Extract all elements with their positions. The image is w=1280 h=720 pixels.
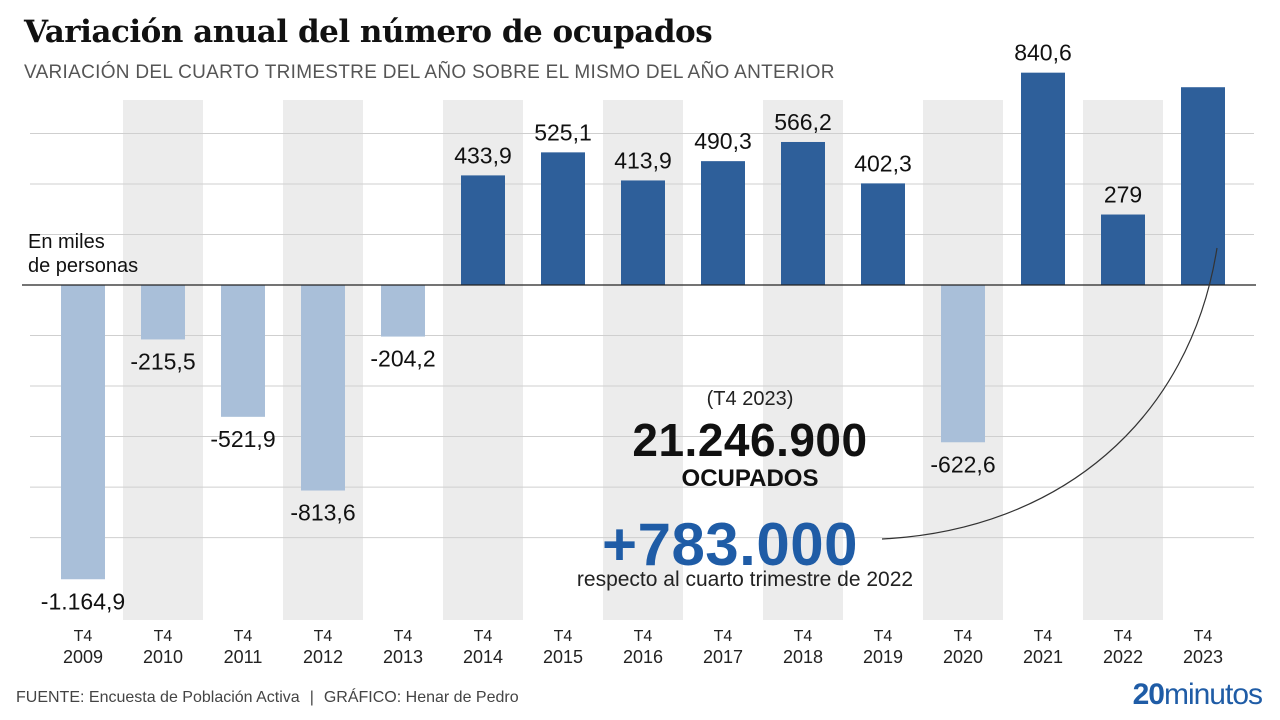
x-tick-label-quarter: T4 [634, 628, 653, 645]
x-tick-label-quarter: T4 [234, 628, 253, 645]
x-tick-label-quarter: T4 [954, 628, 973, 645]
footer-credit: GRÁFICO: Henar de Pedro [323, 689, 519, 706]
chart-subtitle: VARIACIÓN DEL CUARTO TRIMESTRE DEL AÑO S… [24, 62, 835, 83]
x-tick-label-year: 2023 [1183, 647, 1223, 667]
callout-change: +783.000 [602, 511, 858, 578]
bar [1181, 87, 1225, 285]
data-label: 279 [1104, 182, 1142, 208]
data-label: -215,5 [130, 348, 195, 374]
data-label: -813,6 [290, 500, 355, 526]
unit-note-line-2: de personas [28, 255, 139, 277]
bar [301, 285, 345, 491]
x-tick-label-quarter: T4 [74, 628, 93, 645]
bar [1101, 214, 1145, 285]
data-label: 566,2 [774, 109, 832, 135]
x-tick-label-year: 2014 [463, 647, 503, 667]
x-tick-label-year: 2021 [1023, 647, 1063, 667]
x-tick-label-year: 2012 [303, 647, 343, 667]
unit-note: En miles de personas [28, 230, 138, 278]
callout-connector-line [881, 247, 1218, 540]
column-band [1083, 100, 1163, 620]
bar [141, 285, 185, 340]
bar [861, 183, 905, 285]
data-label: 490,3 [694, 128, 752, 154]
x-tick-label-year: 2017 [703, 647, 743, 667]
bar [781, 141, 825, 285]
footer-source: FUENTE: Encuesta de Población Activa [16, 689, 300, 706]
x-tick-label-quarter: T4 [1194, 628, 1213, 645]
data-label: 525,1 [534, 119, 592, 145]
x-tick-label-quarter: T4 [474, 628, 493, 645]
bar [541, 152, 585, 285]
logo-word: minutos [1163, 678, 1263, 711]
data-label: -204,2 [370, 346, 435, 372]
x-tick-label-year: 2020 [943, 647, 983, 667]
data-label: -1.164,9 [41, 588, 125, 614]
x-tick-label-quarter: T4 [874, 628, 893, 645]
x-tick-label-year: 2015 [543, 647, 583, 667]
x-tick-label-year: 2013 [383, 647, 423, 667]
data-label: -622,6 [930, 451, 995, 477]
callout-total: 21.246.900 [632, 414, 868, 466]
x-tick-label-year: 2011 [224, 647, 263, 667]
callout-box: (T4 2023) 21.246.900 OCUPADOS +783.000 r… [520, 388, 980, 591]
x-tick-label-year: 2019 [863, 647, 903, 667]
callout-total-label: OCUPADOS [681, 465, 819, 492]
x-tick-label-year: 2018 [783, 647, 823, 667]
logo-number: 20 [1132, 678, 1165, 711]
x-tick-label-quarter: T4 [794, 628, 813, 645]
x-tick-label-year: 2009 [63, 647, 103, 667]
x-tick-label-year: 2010 [143, 647, 183, 667]
callout-period: (T4 2023) [706, 388, 794, 410]
bar [701, 161, 745, 285]
x-tick-label-quarter: T4 [394, 628, 413, 645]
data-label: 840,6 [1014, 40, 1072, 66]
data-label: 402,3 [854, 150, 912, 176]
x-tick-label-quarter: T4 [714, 628, 733, 645]
bar [941, 285, 985, 443]
x-tick-label-quarter: T4 [154, 628, 173, 645]
x-tick-label-year: 2022 [1103, 647, 1143, 667]
unit-note-line-1: En miles [28, 231, 105, 253]
bar [621, 180, 665, 285]
data-label: 433,9 [454, 142, 512, 168]
bar [381, 285, 425, 337]
footer-separator: | [309, 689, 314, 706]
bar [1021, 72, 1065, 286]
bar [461, 175, 505, 285]
footer: FUENTE: Encuesta de Población Activa | GRÁ… [16, 689, 519, 707]
brand-logo[interactable]: 20minutos [1132, 678, 1263, 712]
data-label: -521,9 [210, 426, 275, 452]
x-tick-label-quarter: T4 [554, 628, 573, 645]
bar [61, 285, 105, 580]
x-tick-label-quarter: T4 [1034, 628, 1053, 645]
data-label: 413,9 [614, 147, 672, 173]
column-band [123, 100, 203, 620]
x-tick-label-quarter: T4 [1114, 628, 1133, 645]
callout-change-note: respecto al cuarto trimestre de 2022 [576, 568, 914, 591]
bar [221, 285, 265, 417]
chart-title: Variación anual del número de ocupados [24, 14, 713, 50]
x-tick-label-quarter: T4 [314, 628, 333, 645]
x-tick-label-year: 2016 [623, 647, 663, 667]
